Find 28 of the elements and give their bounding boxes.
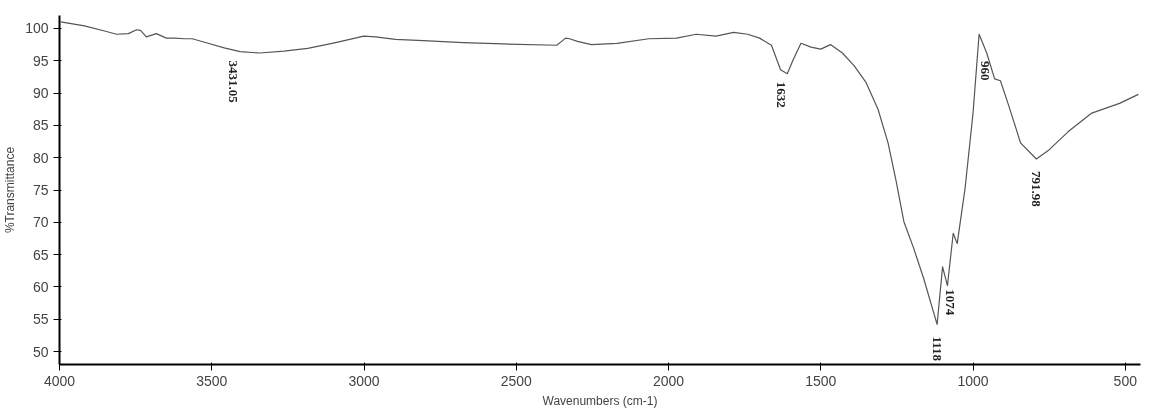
y-tick-label: 95	[32, 52, 49, 69]
y-tick-label: 50	[32, 343, 49, 360]
y-tick-label: 90	[32, 85, 49, 102]
y-axis-title: %Transmittance	[3, 146, 18, 234]
annotation: 1632	[773, 81, 789, 108]
x-tick-label: 1500	[805, 372, 837, 389]
y-tick-label: 60	[32, 278, 49, 295]
annotation: 960	[978, 61, 994, 81]
y-tick-label: 100	[25, 20, 49, 37]
x-tick-label: 3000	[348, 372, 380, 389]
x-tick-label: 1000	[957, 372, 989, 389]
annotation: 1118	[930, 336, 946, 362]
x-axis-title: Wavenumbers (cm-1)	[542, 393, 658, 408]
annotation: 1074	[943, 289, 959, 316]
y-tick-label: 70	[32, 214, 49, 231]
annotation: 3431.05	[225, 60, 241, 104]
y-tick-label: 55	[32, 311, 49, 328]
line-series	[60, 21, 1139, 326]
x-tick-label: 2500	[500, 372, 533, 389]
y-tick-label: 85	[32, 117, 49, 134]
x-tick-label: 2000	[652, 372, 685, 389]
x-tick-label: 4000	[43, 372, 76, 389]
annotation: 791.98	[1029, 170, 1045, 208]
x-tick-label: 3500	[196, 372, 228, 389]
y-tick-label: 75	[32, 182, 49, 198]
x-tick-label: 500	[1113, 372, 1138, 389]
y-tick-label: 80	[32, 149, 49, 166]
y-tick-label: 65	[32, 246, 49, 263]
